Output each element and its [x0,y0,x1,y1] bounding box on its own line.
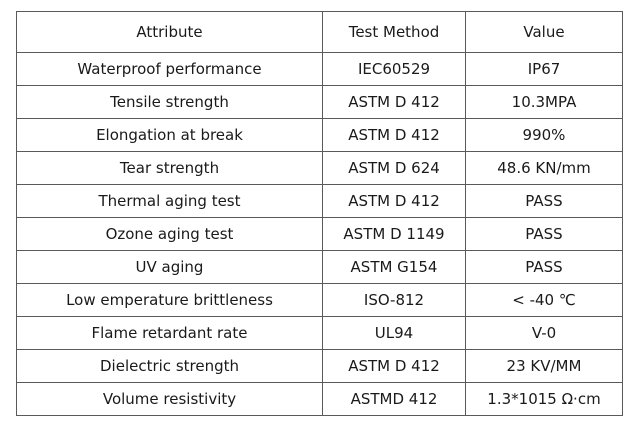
cell-attribute: Waterproof performance [16,52,323,86]
cell-test-method: ASTM D 1149 [322,217,466,251]
cell-value: 10.3MPA [465,85,623,119]
cell-value: PASS [465,250,623,284]
header-attribute: Attribute [16,11,323,53]
header-value: Value [465,11,623,53]
cell-attribute: Low emperature brittleness [16,283,323,317]
table-row: Thermal aging test ASTM D 412 PASS [16,184,623,218]
table-body: Waterproof performance IEC60529 IP67 Ten… [16,52,623,416]
cell-test-method: ASTM D 412 [322,85,466,119]
cell-test-method: ASTMD 412 [322,382,466,416]
table-row: UV aging ASTM G154 PASS [16,250,623,284]
cell-attribute: Flame retardant rate [16,316,323,350]
cell-test-method: ASTM D 412 [322,184,466,218]
cell-attribute: UV aging [16,250,323,284]
header-row: Attribute Test Method Value [16,11,623,53]
table-row: Waterproof performance IEC60529 IP67 [16,52,623,86]
table-row: Elongation at break ASTM D 412 990% [16,118,623,152]
cell-attribute: Dielectric strength [16,349,323,383]
cell-attribute: Ozone aging test [16,217,323,251]
cell-test-method: ASTM D 624 [322,151,466,185]
cell-attribute: Tear strength [16,151,323,185]
table-header: Attribute Test Method Value [16,11,623,53]
cell-test-method: ASTM G154 [322,250,466,284]
header-test-method: Test Method [322,11,466,53]
cell-attribute: Thermal aging test [16,184,323,218]
table-row: Tensile strength ASTM D 412 10.3MPA [16,85,623,119]
cell-attribute: Volume resistivity [16,382,323,416]
spec-table: Attribute Test Method Value Waterproof p… [16,11,623,416]
cell-value: 990% [465,118,623,152]
cell-value: 48.6 KN/mm [465,151,623,185]
cell-attribute: Tensile strength [16,85,323,119]
cell-value: PASS [465,217,623,251]
cell-value: 1.3*1015 Ω·cm [465,382,623,416]
cell-value: IP67 [465,52,623,86]
cell-test-method: ASTM D 412 [322,118,466,152]
cell-value: PASS [465,184,623,218]
table-row: Flame retardant rate UL94 V-0 [16,316,623,350]
cell-value: 23 KV/MM [465,349,623,383]
table-row: Volume resistivity ASTMD 412 1.3*1015 Ω·… [16,382,623,416]
table-row: Ozone aging test ASTM D 1149 PASS [16,217,623,251]
cell-test-method: UL94 [322,316,466,350]
cell-test-method: IEC60529 [322,52,466,86]
cell-test-method: ISO-812 [322,283,466,317]
table-row: Low emperature brittleness ISO-812 < -40… [16,283,623,317]
table-row: Dielectric strength ASTM D 412 23 KV/MM [16,349,623,383]
cell-value: V-0 [465,316,623,350]
cell-test-method: ASTM D 412 [322,349,466,383]
cell-value: < -40 ℃ [465,283,623,317]
table-row: Tear strength ASTM D 624 48.6 KN/mm [16,151,623,185]
cell-attribute: Elongation at break [16,118,323,152]
